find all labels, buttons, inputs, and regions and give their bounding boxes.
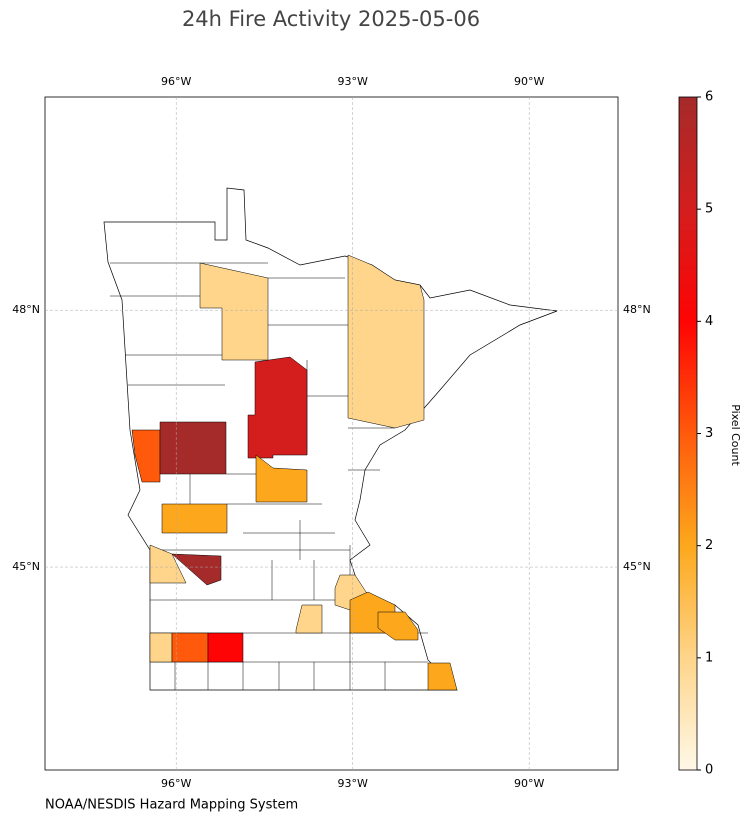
- region: [161, 503, 228, 534]
- region: [171, 632, 209, 663]
- x-tick-label: 90°W: [514, 75, 544, 88]
- y-tick-label: 48°N: [12, 303, 40, 316]
- x-tick-label: 96°W: [161, 777, 191, 790]
- region: [295, 604, 323, 634]
- region: [149, 544, 187, 584]
- region: [255, 454, 308, 503]
- region: [171, 553, 222, 586]
- colorbar-tick-label: 3: [705, 426, 713, 441]
- y-tick-label: 45°N: [623, 560, 651, 573]
- colorbar-tick-label: 5: [705, 202, 713, 217]
- y-tick-label: 48°N: [623, 303, 651, 316]
- source-label: NOAA/NESDIS Hazard Mapping System: [45, 798, 298, 813]
- colorbar-tick-label: 2: [705, 538, 713, 553]
- region: [347, 254, 425, 429]
- county-lines: [110, 262, 428, 690]
- region: [247, 356, 308, 459]
- colorbar-tick-label: 0: [705, 763, 713, 778]
- y-tick-label: 45°N: [12, 560, 40, 573]
- region: [377, 611, 419, 641]
- x-tick-label: 93°W: [337, 777, 367, 790]
- colorbar: [678, 96, 698, 771]
- region: [159, 421, 227, 475]
- map-title: 24h Fire Activity 2025-05-06: [182, 7, 480, 31]
- map-frame: [44, 96, 619, 771]
- x-tick-label: 90°W: [514, 777, 544, 790]
- x-tick-label: 96°W: [161, 75, 191, 88]
- map: [103, 187, 558, 691]
- region: [199, 262, 269, 361]
- x-tick-label: 93°W: [337, 75, 367, 88]
- region: [207, 632, 244, 663]
- colorbar-tick-label: 6: [705, 90, 713, 105]
- region: [149, 632, 173, 663]
- colorbar-tick-label: 4: [705, 314, 713, 329]
- colorbar-label: Pixel Count: [729, 404, 742, 466]
- colorbar-tick-label: 1: [705, 650, 713, 665]
- region: [427, 662, 458, 691]
- region: [131, 429, 161, 483]
